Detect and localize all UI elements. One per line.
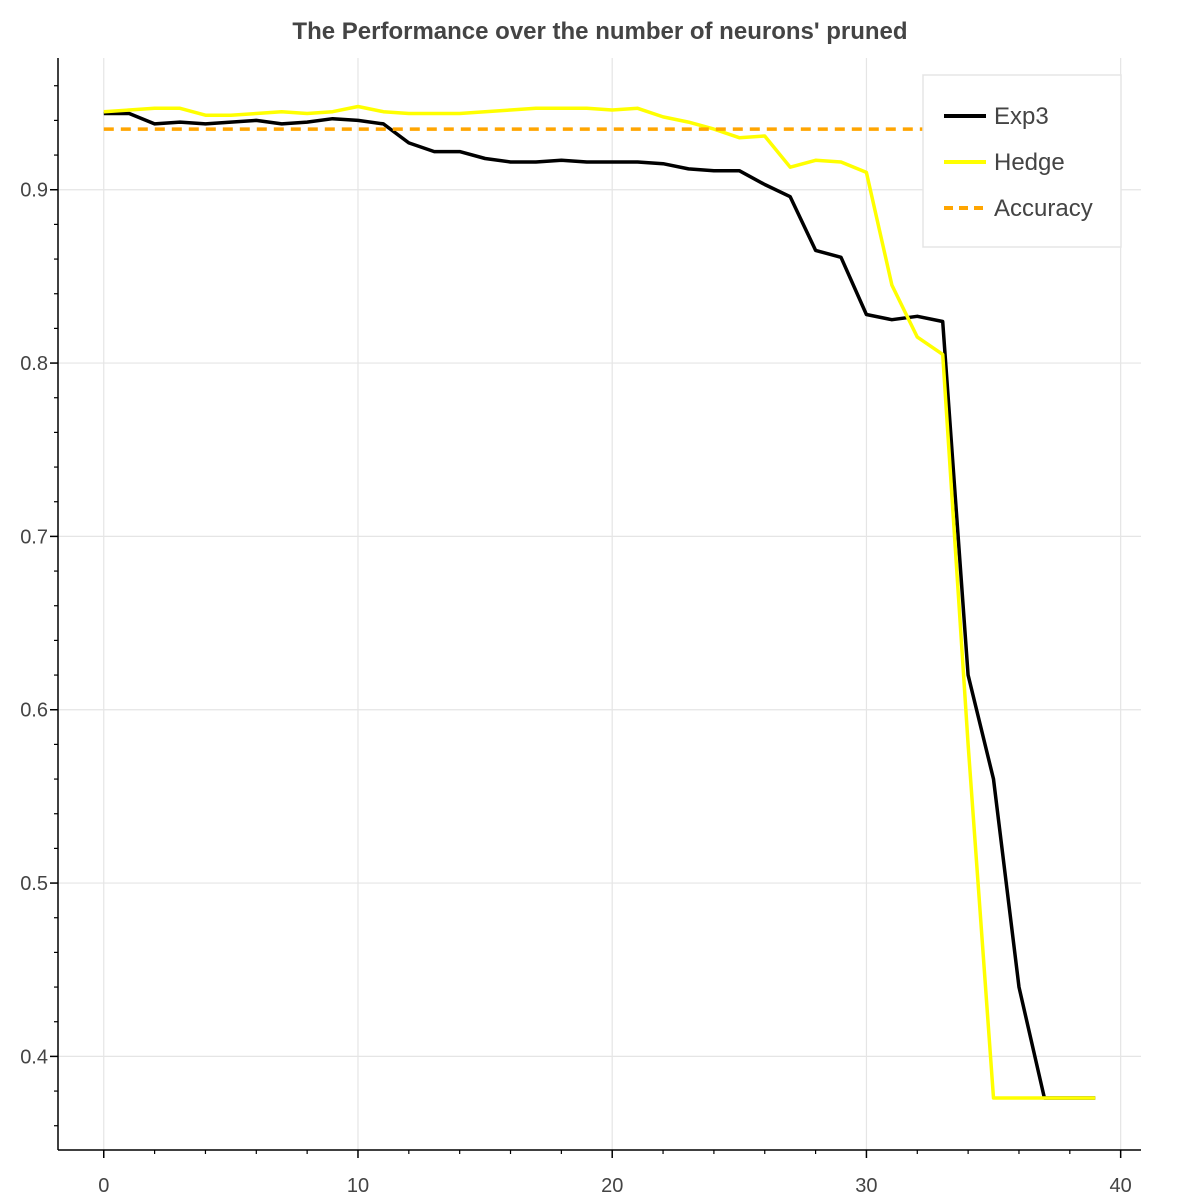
y-tick-label-0.6: 0.6	[20, 700, 48, 722]
x-tick-label-40: 40	[1110, 1175, 1132, 1197]
chart-title: The Performance over the number of neuro…	[292, 18, 908, 45]
series-line-exp3	[103, 111, 1096, 1100]
y-tick-label-0.5: 0.5	[20, 873, 48, 895]
series-lines	[103, 104, 1096, 1100]
y-tick-label-0.7: 0.7	[20, 526, 48, 548]
y-tick-label-0.8: 0.8	[20, 353, 48, 375]
x-tick-label-10: 10	[347, 1175, 369, 1197]
legend-label-hedge: Hedge	[994, 149, 1065, 176]
y-tick-label-0.9: 0.9	[20, 180, 48, 202]
legend: Exp3 Hedge Accuracy	[922, 74, 1122, 248]
x-tick-label-0: 0	[98, 1175, 109, 1197]
axes: 0 10 20 30 40 0.4 0.5 0.6 0.7 0.8 0.9	[20, 58, 1141, 1197]
x-tick-label-30: 30	[855, 1175, 877, 1197]
legend-label-accuracy: Accuracy	[994, 195, 1093, 222]
x-tick-label-20: 20	[601, 1175, 623, 1197]
y-tick-label-0.4: 0.4	[20, 1046, 48, 1068]
series-line-hedge	[103, 104, 1096, 1100]
legend-label-exp3: Exp3	[994, 103, 1049, 130]
